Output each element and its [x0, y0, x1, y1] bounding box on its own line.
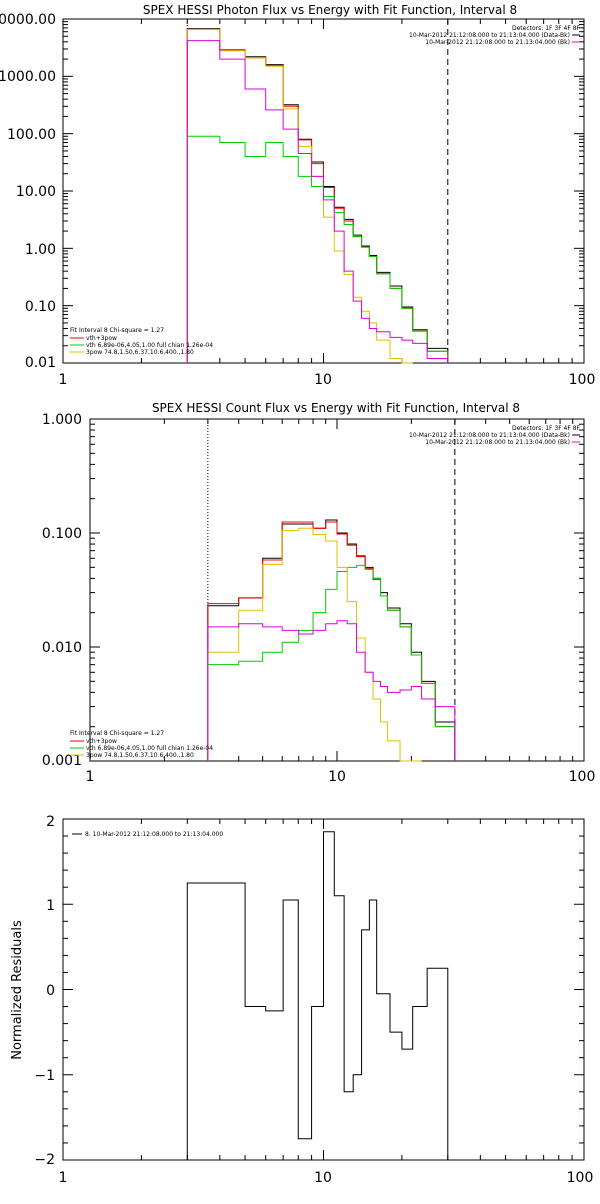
- count-series-background: [207, 620, 456, 761]
- count-xtick-100: 100: [569, 769, 596, 785]
- photon-flux-panel: SPEX HESSI Photon Flux vs Energy with Fi…: [0, 3, 595, 388]
- photon-series-vth-3pow: [186, 28, 449, 363]
- photon-series-background: [186, 40, 449, 363]
- count-axes-frame: [89, 418, 585, 762]
- count-header-bk: 10-Mar-2012 21:12:08.000 to 21:13:04.000…: [425, 439, 570, 446]
- count-legend: Fit Interval 8 Chi-square = 1.27 vth+3po…: [70, 730, 213, 759]
- photon-header-data-bk: 10-Mar-2012 21:12:08.000 to 21:13:04.000…: [409, 32, 570, 39]
- photon-legend: Fit Interval 8 Chi-square = 1.27 vth+3po…: [70, 327, 213, 356]
- residuals-ytick-1: 1: [46, 898, 55, 914]
- photon-xtick-100: 100: [569, 372, 596, 388]
- count-legend-pow: 3pow 74.8,1.50,6.37,10.6,400.,1.80: [86, 752, 194, 759]
- photon-series-data: [186, 28, 449, 363]
- residuals-ytick-neg2: −2: [34, 1152, 55, 1168]
- residuals-y-tick-labels: 2 1 0 −1 −2: [34, 814, 55, 1168]
- photon-header-bk: 10-Mar-2012 21:12:08.000 to 21:13:04.000…: [425, 39, 570, 46]
- count-ytick-0.1: 0.100: [42, 526, 82, 542]
- count-flux-panel: SPEX HESSI Count Flux vs Energy with Fit…: [42, 401, 595, 785]
- photon-header-detectors: Detectors: 1F 3F 4F 8F: [512, 25, 581, 32]
- residuals-series: [186, 831, 449, 1160]
- photon-ytick-10: 10.00: [16, 184, 56, 200]
- count-header-detectors: Detectors: 1F 3F 4F 8F: [512, 425, 581, 432]
- photon-ytick-0.1: 0.10: [25, 299, 56, 315]
- count-axis-ticks: [89, 419, 584, 762]
- count-ytick-1: 1.000: [42, 412, 82, 428]
- photon-xtick-10: 10: [314, 372, 332, 388]
- count-header-data-bk: 10-Mar-2012 21:12:08.000 to 21:13:04.000…: [409, 432, 570, 439]
- residuals-ytick-2: 2: [46, 814, 55, 830]
- count-xtick-10: 10: [328, 769, 346, 785]
- count-series-vth: [207, 564, 456, 761]
- photon-legend-total: vth+3pow: [86, 335, 117, 342]
- photon-series: [186, 19, 449, 364]
- count-legend-fit: Fit Interval 8 Chi-square = 1.27: [70, 730, 164, 737]
- photon-xtick-1: 1: [59, 372, 68, 388]
- photon-header: Detectors: 1F 3F 4F 8F 10-Mar-2012 21:12…: [409, 25, 581, 46]
- photon-ytick-0.01: 0.01: [25, 355, 56, 371]
- photon-ytick-10000: 10000.00: [0, 12, 56, 28]
- photon-ytick-100: 100.00: [7, 127, 56, 143]
- count-y-tick-labels: 1.000 0.100 0.010 0.001: [42, 412, 82, 769]
- count-flux-title: SPEX HESSI Count Flux vs Energy with Fit…: [152, 401, 520, 415]
- count-ytick-0.001: 0.001: [42, 753, 82, 769]
- residuals-x-tick-labels: 1 10 100: [59, 1170, 594, 1186]
- count-series-vth-3pow: [207, 521, 456, 761]
- count-series-data: [207, 519, 456, 761]
- residuals-legend: 8. 10-Mar-2012 21:12:08.000 to 21:13:04.…: [85, 831, 223, 838]
- count-ytick-0.01: 0.010: [42, 640, 82, 656]
- count-series-3pow: [207, 527, 422, 762]
- photon-ytick-1000: 1000.00: [0, 69, 56, 85]
- photon-legend-vth: vth 6.89e-06,4.05,1.00 full chian 1.26e-…: [86, 342, 213, 349]
- count-series: [207, 419, 456, 762]
- residuals-ytick-neg1: −1: [34, 1068, 55, 1084]
- photon-ytick-1: 1.00: [25, 242, 56, 258]
- photon-series-vth: [186, 135, 449, 363]
- residuals-axis-ticks: [62, 818, 584, 1161]
- photon-x-tick-labels: 1 10 100: [59, 372, 596, 388]
- count-legend-vth: vth 6.89e-06,4.05,1.00 full chian 1.26e-…: [86, 745, 213, 752]
- count-x-tick-labels: 1 10 100: [86, 769, 596, 785]
- residuals-series-8-10-mar-2012-21-12-08-000-to-21-13-04-000: [186, 831, 449, 1160]
- count-legend-total: vth+3pow: [86, 738, 117, 745]
- photon-series-3pow: [186, 28, 413, 364]
- residuals-ylabel: Normalized Residuals: [10, 920, 25, 1060]
- photon-legend-fit: Fit Interval 8 Chi-square = 1.27: [70, 327, 164, 334]
- count-xtick-1: 1: [86, 769, 95, 785]
- residuals-panel: Normalized Residuals 2 1 0 −1 −2 1 10 10…: [10, 814, 593, 1186]
- photon-flux-title: SPEX HESSI Photon Flux vs Energy with Fi…: [143, 3, 517, 17]
- count-header: Detectors: 1F 3F 4F 8F 10-Mar-2012 21:12…: [409, 425, 581, 446]
- residuals-xtick-10: 10: [314, 1170, 332, 1186]
- residuals-xtick-100: 100: [567, 1170, 594, 1186]
- photon-axis-ticks: [62, 19, 584, 364]
- residuals-ytick-0: 0: [46, 983, 55, 999]
- photon-y-tick-labels: 10000.00 1000.00 100.00 10.00 1.00 0.10 …: [0, 12, 56, 371]
- residuals-xtick-1: 1: [59, 1170, 68, 1186]
- photon-legend-pow: 3pow 74.8,1.50,6.37,10.6,400.,1.80: [86, 349, 194, 356]
